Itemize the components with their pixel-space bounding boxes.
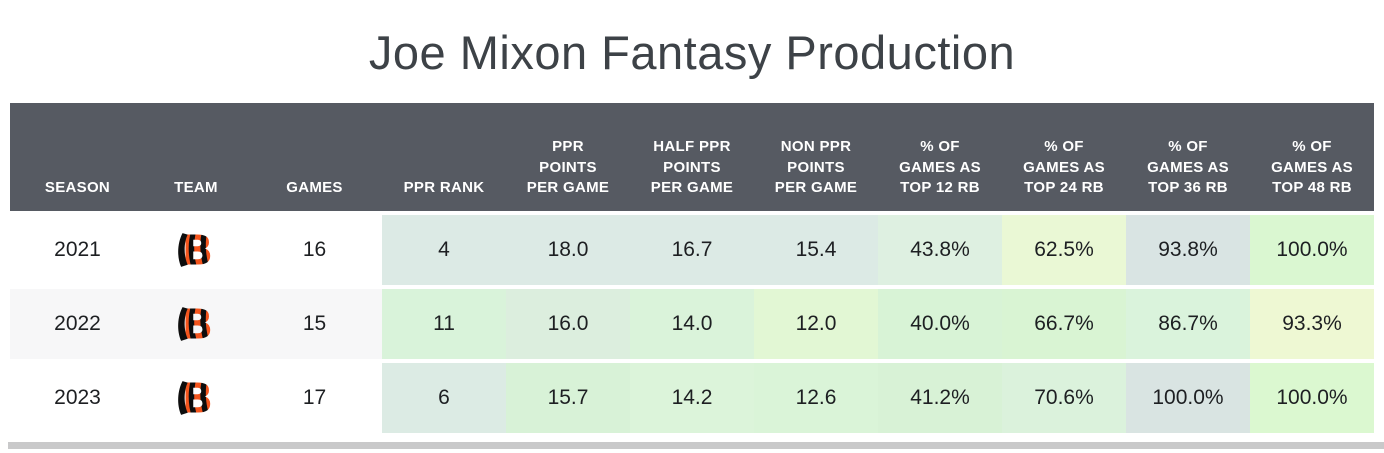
stat-cell: 62.5% [1002, 215, 1126, 285]
stat-cell: 40.0% [878, 289, 1002, 359]
games-cell: 16 [247, 215, 382, 285]
column-header: TEAM [145, 103, 247, 211]
stat-cell: 12.6 [754, 363, 878, 433]
team-cell: B [145, 363, 247, 433]
stat-cell: 100.0% [1126, 363, 1250, 433]
bengals-b-logo-icon: B [145, 230, 247, 270]
horizontal-scrollbar[interactable] [8, 442, 1384, 449]
stat-cell: 18.0 [506, 215, 630, 285]
season-cell: 2022 [10, 289, 145, 359]
season-row-2021: 2021B16418.016.715.443.8%62.5%93.8%100.0… [10, 215, 1374, 285]
column-header: GAMES [247, 103, 382, 211]
team-cell: B [145, 215, 247, 285]
column-header: PPR RANK [382, 103, 506, 211]
season-row-2023: 2023B17615.714.212.641.2%70.6%100.0%100.… [10, 363, 1374, 433]
column-header: NON PPR POINTS PER GAME [754, 103, 878, 211]
stat-cell: 15.4 [754, 215, 878, 285]
table-header-row: SEASON TEAM GAMES PPR RANK PPR POINTS PER GA… [10, 103, 1374, 211]
column-header: % OF GAMES AS TOP 48 RB [1250, 103, 1374, 211]
games-cell: 15 [247, 289, 382, 359]
fantasy-production-table: SEASON TEAM GAMES PPR RANK PPR POINTS PER GA… [10, 99, 1374, 437]
games-cell: 17 [247, 363, 382, 433]
stat-cell: 100.0% [1250, 363, 1374, 433]
season-cell: 2023 [10, 363, 145, 433]
bengals-b-logo-icon: B [145, 378, 247, 418]
stat-cell: 43.8% [878, 215, 1002, 285]
stat-cell: 66.7% [1002, 289, 1126, 359]
column-header: PPR POINTS PER GAME [506, 103, 630, 211]
stat-cell: 93.8% [1126, 215, 1250, 285]
team-cell: B [145, 289, 247, 359]
stat-cell: 86.7% [1126, 289, 1250, 359]
stat-cell: 16.0 [506, 289, 630, 359]
column-header: SEASON [10, 103, 145, 211]
page-title: Joe Mixon Fantasy Production [368, 26, 1016, 79]
stat-cell: 14.2 [630, 363, 754, 433]
stat-cell: 93.3% [1250, 289, 1374, 359]
stat-cell: 12.0 [754, 289, 878, 359]
season-row-2022: 2022B151116.014.012.040.0%66.7%86.7%93.3… [10, 289, 1374, 359]
stat-cell: 15.7 [506, 363, 630, 433]
column-header: % OF GAMES AS TOP 36 RB [1126, 103, 1250, 211]
stat-cell: 6 [382, 363, 506, 433]
stat-cell: 16.7 [630, 215, 754, 285]
stat-cell: 4 [382, 215, 506, 285]
bengals-b-logo-icon: B [145, 304, 247, 344]
stat-cell: 70.6% [1002, 363, 1126, 433]
stat-cell: 41.2% [878, 363, 1002, 433]
stat-cell: 100.0% [1250, 215, 1374, 285]
stat-cell: 11 [382, 289, 506, 359]
column-header: % OF GAMES AS TOP 12 RB [878, 103, 1002, 211]
column-header: % OF GAMES AS TOP 24 RB [1002, 103, 1126, 211]
season-cell: 2021 [10, 215, 145, 285]
column-header: HALF PPR POINTS PER GAME [630, 103, 754, 211]
stat-cell: 14.0 [630, 289, 754, 359]
